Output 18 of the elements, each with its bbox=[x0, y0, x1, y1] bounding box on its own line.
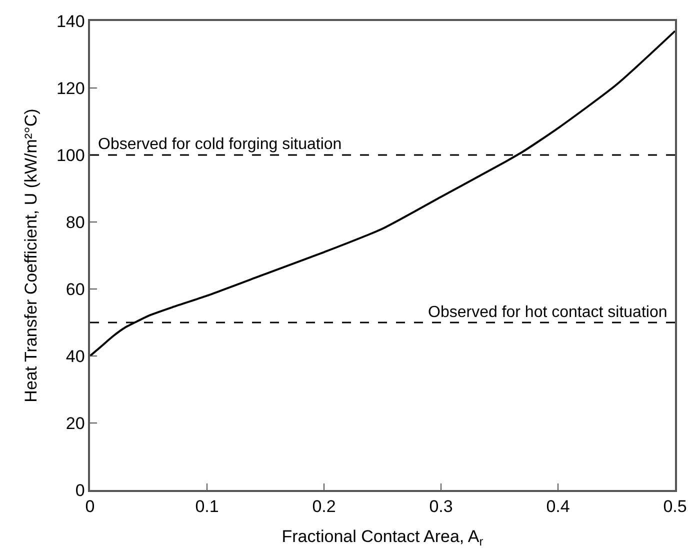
x-tick-label: 0.5 bbox=[663, 497, 687, 516]
line-series bbox=[90, 30, 675, 357]
y-axis-title: Heat Transfer Coefficient, U (kW/m²°C) bbox=[22, 108, 41, 402]
ref-line-label: Observed for hot contact situation bbox=[428, 304, 668, 321]
y-tick-label: 100 bbox=[56, 146, 85, 165]
y-tick-label: 40 bbox=[66, 346, 85, 366]
x-axis-title: Fractional Contact Area, A$_{r}$ bbox=[282, 527, 484, 549]
x-tick-label: 0.4 bbox=[546, 497, 570, 516]
y-tick-label: 20 bbox=[66, 414, 85, 433]
x-tick-label: 0.2 bbox=[312, 497, 336, 516]
x-tick-label: 0.1 bbox=[195, 497, 219, 516]
y-tick-label: 60 bbox=[66, 280, 85, 299]
ref-line-label: Observed for cold forging situation bbox=[98, 136, 342, 153]
x-tick-label: 0.3 bbox=[429, 497, 453, 516]
y-tick-label: 120 bbox=[56, 78, 85, 98]
y-tick-label: 0 bbox=[75, 480, 85, 500]
y-tick-label: 140 bbox=[56, 12, 85, 31]
y-tick-label: 80 bbox=[66, 212, 85, 232]
